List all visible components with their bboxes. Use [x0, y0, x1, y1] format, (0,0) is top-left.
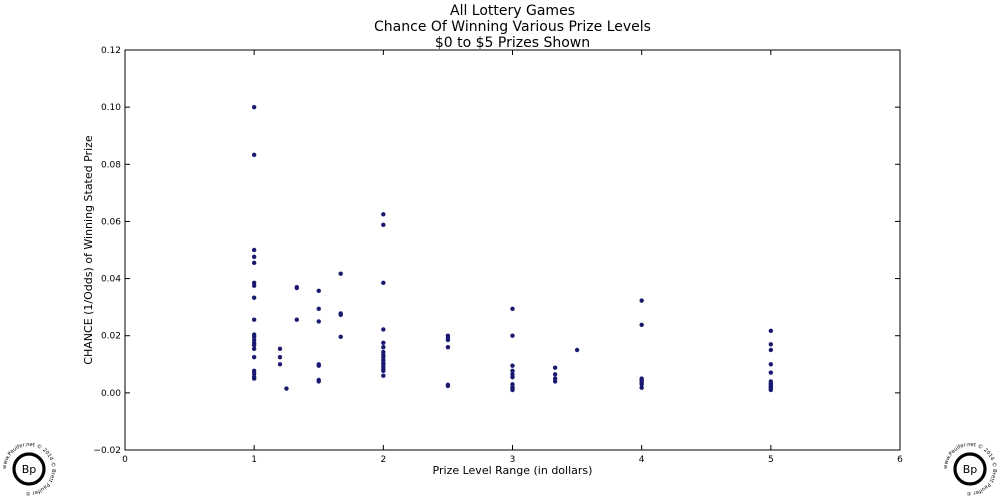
data-point: [251, 376, 257, 381]
data-point: [316, 306, 321, 312]
data-point: [251, 346, 257, 352]
data-point: [251, 371, 257, 376]
data-point: [768, 362, 774, 367]
data-point: [768, 347, 774, 353]
x-tick-label: 6: [897, 455, 903, 465]
data-point: [381, 212, 386, 217]
watermark-monogram: Bp: [963, 463, 978, 476]
data-point: [552, 372, 558, 377]
data-point: [510, 363, 515, 368]
data-point: [251, 334, 257, 340]
data-point: [251, 152, 257, 158]
data-point: [251, 295, 257, 300]
y-tick-label: 0.06: [101, 217, 121, 227]
data-point: [510, 368, 515, 374]
data-point: [338, 271, 343, 276]
y-tick-label: 0.12: [101, 46, 121, 56]
data-point: [338, 334, 343, 340]
x-tick-label: 3: [510, 455, 516, 465]
data-point: [294, 285, 299, 291]
data-point: [316, 319, 321, 324]
y-tick-label: 0.10: [101, 103, 121, 113]
data-point: [251, 254, 257, 260]
x-tick-label: 1: [251, 455, 257, 465]
data-point: [768, 387, 774, 393]
data-point: [768, 370, 774, 375]
data-point: [768, 342, 774, 347]
data-point: [251, 283, 257, 288]
data-point: [381, 344, 386, 350]
x-tick-label: 4: [639, 455, 645, 465]
data-point: [316, 363, 321, 368]
data-point: [510, 387, 515, 393]
data-point: [639, 322, 644, 328]
y-tick-label: 0.04: [101, 275, 121, 285]
y-axis-ticks: −0.02 0.00 0.02 0.04 0.06 0.08 0.10 0.12: [93, 46, 900, 456]
data-point: [510, 374, 515, 380]
data-point: [294, 317, 299, 322]
y-tick-label: 0.02: [101, 332, 121, 342]
data-point: [639, 385, 644, 390]
watermark-monogram: Bp: [22, 463, 37, 476]
data-point: [381, 327, 386, 332]
chart-title-line: Chance Of Winning Various Prize Levels: [374, 19, 651, 35]
chart-title-line: $0 to $5 Prizes Shown: [435, 35, 590, 51]
data-point: [251, 104, 257, 110]
data-point: [251, 317, 257, 322]
data-point: [316, 288, 321, 294]
y-tick-label: 0.00: [101, 389, 121, 399]
data-point: [381, 222, 386, 228]
watermark-logo-left: Bp www.Paulfer.net © 2014 © Brett Paulfe…: [2, 442, 57, 497]
data-point: [552, 379, 558, 384]
data-point: [510, 333, 515, 338]
data-point: [284, 386, 289, 391]
data-point: [338, 312, 343, 318]
data-point: [445, 383, 451, 389]
data-point: [381, 280, 386, 286]
data-point: [277, 362, 283, 367]
data-point: [574, 347, 580, 353]
data-point: [251, 342, 257, 348]
data-point: [316, 379, 321, 384]
x-tick-label: 5: [768, 455, 774, 465]
data-point: [251, 354, 257, 360]
data-point: [768, 328, 774, 334]
chart-title-line: All Lottery Games: [450, 3, 575, 19]
data-point: [251, 247, 257, 253]
data-point: [381, 368, 386, 374]
data-point: [381, 340, 386, 346]
y-axis-label: CHANCE (1/Odds) of Winning Stated Prize: [82, 135, 95, 365]
watermark-logo-right: Bp www.Paulfer.net © 2014 © Brett Paulfe…: [943, 442, 998, 497]
data-point: [552, 365, 558, 370]
data-point: [251, 260, 257, 266]
data-point: [381, 373, 386, 378]
y-tick-label: −0.02: [93, 446, 121, 456]
x-tick-label: 2: [380, 455, 386, 465]
data-point: [639, 382, 644, 387]
y-tick-label: 0.08: [101, 160, 121, 170]
data-point: [445, 337, 451, 343]
data-point: [445, 344, 451, 350]
data-points: [251, 104, 774, 393]
data-point: [639, 298, 644, 303]
x-tick-label: 0: [122, 455, 128, 465]
data-point: [510, 306, 515, 312]
data-point: [277, 346, 283, 352]
data-point: [277, 354, 283, 360]
x-axis-ticks: 0 1 2 3 4 5 6: [122, 50, 903, 465]
x-axis-label: Prize Level Range (in dollars): [433, 464, 593, 477]
